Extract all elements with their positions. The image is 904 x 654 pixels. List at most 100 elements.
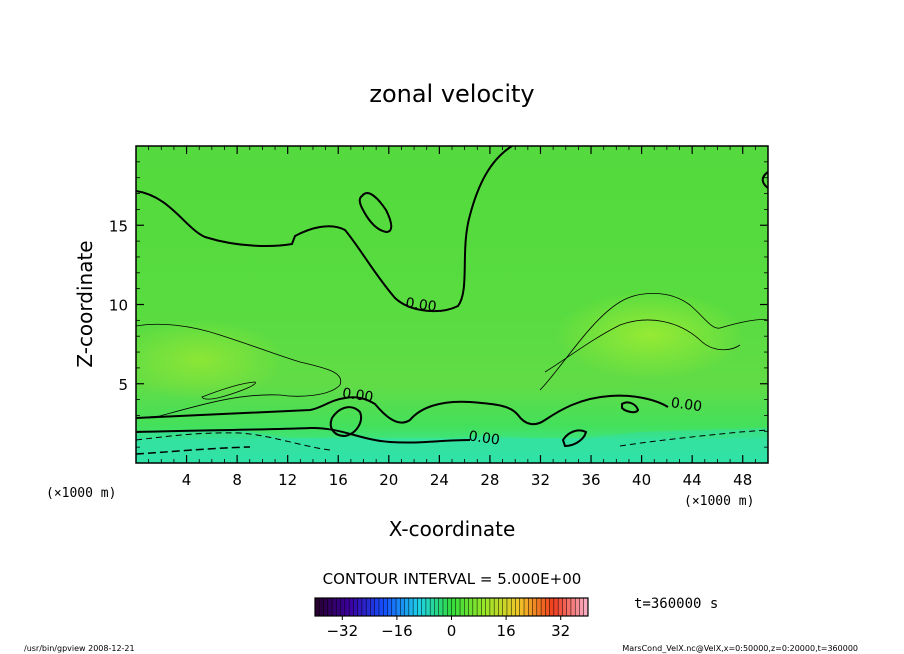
contour-thin-right — [539, 292, 768, 391]
colorbar-cell — [387, 598, 393, 616]
y-tick-label: 10 — [109, 297, 128, 315]
contour-lines — [136, 146, 768, 455]
y-tick-label: 15 — [109, 217, 128, 235]
y-axis: 5 10 15 — [109, 161, 768, 448]
colorbar-cell — [468, 598, 474, 616]
contour-thin-left — [136, 323, 342, 419]
colorbar-cell — [575, 598, 580, 616]
colorbar-cell — [374, 598, 380, 616]
chart-title: zonal velocity — [369, 80, 534, 108]
contour-loop-mid — [329, 406, 362, 438]
contour-zero-upper — [136, 146, 513, 313]
contour-label: 0.00 — [341, 386, 374, 406]
colorbar-cell — [434, 598, 440, 616]
colorbar-cell — [536, 598, 542, 616]
colorbar-tick-label: −16 — [381, 622, 413, 640]
colorbar-cell — [549, 598, 555, 616]
y-tick-label: 5 — [118, 376, 128, 394]
x-tick-label: 24 — [430, 471, 449, 489]
x-axis: 4 8 12 16 20 24 28 32 36 40 44 48 — [148, 146, 756, 489]
x-tick-label: 8 — [232, 471, 242, 489]
time-label: t=360000 s — [634, 596, 718, 612]
footer-left: /usr/bin/gpview 2008-12-21 — [24, 644, 135, 653]
contour-right-edge — [761, 171, 768, 189]
colorbar-cell — [421, 598, 427, 616]
colorbar-cell — [413, 598, 418, 616]
colorbar-cell — [442, 598, 448, 616]
colorbar-cell — [319, 598, 324, 616]
colorbar-cell — [566, 598, 572, 616]
colorbar-cell — [481, 598, 487, 616]
colorbar-cell — [340, 598, 346, 616]
colorbar-cell — [515, 598, 521, 616]
x-tick-label: 32 — [531, 471, 550, 489]
colorbar-cell — [485, 598, 491, 616]
contour-label: 0.00 — [404, 295, 437, 315]
colorbar-cell — [323, 598, 329, 616]
colorbar-cell — [357, 598, 363, 616]
colorbar-tick-label: 32 — [551, 622, 570, 640]
colorbar-cell — [349, 598, 354, 616]
contour-negative-1 — [136, 432, 331, 451]
colorbar-cell — [541, 598, 546, 616]
colorbar-cell — [438, 598, 444, 616]
contour-zero-bottom — [136, 426, 471, 444]
colorbar-cell — [460, 598, 465, 616]
contour-label: 0.00 — [670, 395, 703, 415]
colorbar-cell — [524, 598, 529, 616]
colorbar-cell — [455, 598, 461, 616]
colorbar-cell — [344, 598, 350, 616]
y-axis-label: Z-coordinate — [73, 240, 97, 367]
x-axis-label: X-coordinate — [389, 517, 516, 541]
x-tick-label: 16 — [329, 471, 348, 489]
colorbar-cell — [370, 598, 376, 616]
colorbar-cell — [425, 598, 431, 616]
footer-right: MarsCond_VelX.nc@VelX,x=0:50000,z=0:2000… — [622, 644, 858, 653]
x-tick-label: 36 — [581, 471, 600, 489]
x-tick-label: 12 — [278, 471, 297, 489]
colorbar-cell — [494, 598, 499, 616]
colorbar-cell — [447, 598, 452, 616]
colorbar-cell — [532, 598, 538, 616]
contour-loop-right — [621, 401, 640, 414]
x-tick-label: 48 — [733, 471, 752, 489]
colorbar-cell — [570, 598, 576, 616]
colorbar-cell — [558, 598, 563, 616]
colorbar-cell — [336, 598, 341, 616]
colorbar-cell — [553, 598, 559, 616]
colorbar-cell — [498, 598, 504, 616]
contour-labels: 0.00 0.00 0.00 0.00 — [341, 295, 703, 448]
contour-label: 0.00 — [468, 428, 501, 448]
colorbar-tick-label: −32 — [326, 622, 358, 640]
contour-thin-loop — [201, 381, 256, 400]
colorbar-cell — [489, 598, 495, 616]
colorbar-cell — [417, 598, 423, 616]
colorbar-cell — [562, 598, 568, 616]
colorbar-tick-label: 0 — [447, 622, 457, 640]
colorbar-ticks: −32 −16 0 16 32 — [326, 616, 570, 640]
colorbar-cell — [545, 598, 551, 616]
colorbar-cell — [502, 598, 508, 616]
x-tick-label: 20 — [379, 471, 398, 489]
colorbar-cell — [315, 598, 320, 616]
colorbar — [314, 597, 589, 617]
colorbar-cell — [332, 598, 337, 616]
colorbar-cell — [451, 598, 457, 616]
colorbar-cell — [472, 598, 478, 616]
colorbar-cell — [396, 598, 401, 616]
colorbar-cell — [579, 598, 585, 616]
colorbar-cell — [519, 598, 525, 616]
colorbar-cell — [361, 598, 367, 616]
colorbar-cell — [506, 598, 512, 616]
contour-negative-3 — [136, 446, 251, 455]
contour-negative-2 — [619, 429, 768, 447]
colorbar-cell — [477, 598, 482, 616]
contour-zero-lower — [136, 394, 669, 426]
colorbar-cell — [391, 598, 397, 616]
x-unit-left: (×1000 m) — [46, 486, 116, 501]
colorbar-cell — [511, 598, 516, 616]
x-tick-label: 44 — [683, 471, 702, 489]
colorbar-cell — [400, 598, 405, 616]
colorbar-cell — [327, 598, 333, 616]
